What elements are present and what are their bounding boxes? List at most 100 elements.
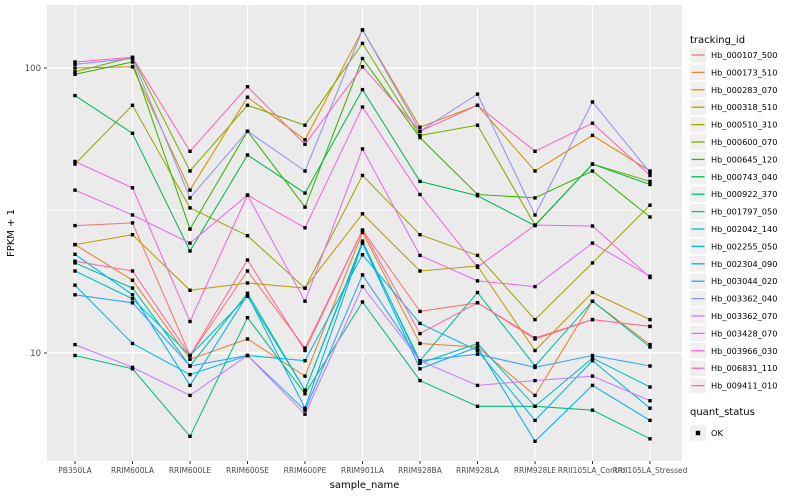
data-point	[360, 300, 365, 304]
data-point	[418, 359, 422, 363]
y-axis-title: FPKM + 1	[6, 209, 17, 257]
data-point	[418, 253, 422, 258]
data-point	[73, 162, 77, 166]
data-point	[648, 385, 652, 389]
data-point	[130, 278, 135, 282]
legend-label: Hb_000600_070	[711, 137, 777, 147]
data-point	[533, 393, 537, 398]
x-tick-label: RRII105LA_Control	[558, 466, 628, 475]
legend-label: Hb_003044_020	[711, 276, 777, 286]
data-point	[245, 95, 250, 99]
data-point	[245, 269, 250, 273]
data-point	[475, 194, 480, 198]
data-point	[648, 342, 652, 347]
x-tick-label: PB350LA	[58, 466, 92, 475]
data-point	[73, 283, 77, 287]
data-point	[188, 249, 192, 253]
data-point	[188, 196, 192, 200]
data-point	[418, 125, 422, 129]
data-point	[648, 170, 652, 175]
data-point	[188, 357, 192, 361]
data-point	[73, 70, 77, 74]
data-point	[533, 378, 537, 383]
data-point	[245, 85, 250, 89]
legend-label: Hb_000318_510	[711, 102, 777, 112]
data-point	[303, 408, 307, 412]
data-point	[475, 352, 480, 356]
data-point	[360, 87, 365, 92]
data-point	[130, 131, 135, 135]
data-point	[130, 221, 135, 225]
data-point	[303, 191, 307, 195]
data-point	[130, 55, 135, 59]
data-point	[303, 205, 307, 209]
data-point	[533, 149, 537, 153]
data-point	[73, 252, 77, 256]
legend-label: Hb_009411_010	[711, 381, 777, 391]
legend-label: Hb_003362_070	[711, 311, 777, 321]
data-point	[245, 234, 250, 238]
data-point	[245, 281, 250, 285]
data-point	[245, 129, 250, 133]
black-square-marker	[695, 430, 701, 436]
legend-label: Hb_001797_050	[711, 207, 777, 217]
data-point	[648, 324, 652, 329]
data-point	[188, 241, 192, 245]
data-point	[245, 293, 250, 297]
data-point	[360, 28, 365, 32]
data-point	[590, 290, 595, 295]
data-point	[245, 258, 250, 262]
data-point	[360, 273, 365, 277]
data-point	[533, 439, 537, 443]
data-point	[418, 321, 422, 326]
data-point	[130, 286, 135, 290]
data-point	[360, 147, 365, 151]
data-point	[533, 196, 537, 200]
data-point	[648, 317, 652, 322]
data-point	[303, 299, 307, 303]
x-tick-label: RRIM928LE	[514, 466, 557, 475]
data-point	[188, 372, 192, 377]
data-point	[73, 60, 77, 64]
data-point	[648, 275, 652, 280]
data-point	[418, 378, 422, 383]
data-point	[303, 392, 307, 396]
data-point	[475, 301, 480, 305]
point-legend-label: OK	[711, 428, 723, 438]
x-tick-label: RRIM928LA	[456, 466, 500, 475]
data-point	[648, 364, 652, 368]
data-point	[648, 203, 652, 207]
data-point	[245, 353, 250, 358]
data-point	[73, 261, 77, 265]
y-tick-label: 100	[25, 64, 41, 74]
y-tick-label: 10	[30, 349, 41, 359]
data-point	[303, 138, 307, 142]
data-point	[590, 383, 595, 388]
data-point	[130, 301, 135, 305]
data-point	[533, 169, 537, 173]
data-point	[648, 182, 652, 187]
data-point	[590, 133, 595, 138]
data-point	[303, 388, 307, 392]
legend-label: Hb_000107_500	[711, 50, 777, 60]
data-point	[130, 233, 135, 237]
data-point	[245, 153, 250, 157]
legend-label: Hb_000743_040	[711, 172, 777, 182]
legend-label: Hb_003428_070	[711, 328, 777, 338]
data-point	[303, 374, 307, 378]
data-point	[533, 404, 537, 408]
data-point	[188, 434, 192, 438]
data-point	[360, 212, 365, 216]
data-point	[188, 319, 192, 324]
data-point	[533, 348, 537, 353]
data-point	[130, 186, 135, 190]
legend-label: Hb_002255_050	[711, 241, 777, 251]
data-point	[73, 93, 77, 98]
data-point	[418, 192, 422, 197]
data-point	[648, 173, 652, 178]
data-point	[73, 66, 77, 70]
data-point	[360, 41, 365, 46]
data-point	[130, 213, 135, 217]
data-point	[73, 342, 77, 347]
